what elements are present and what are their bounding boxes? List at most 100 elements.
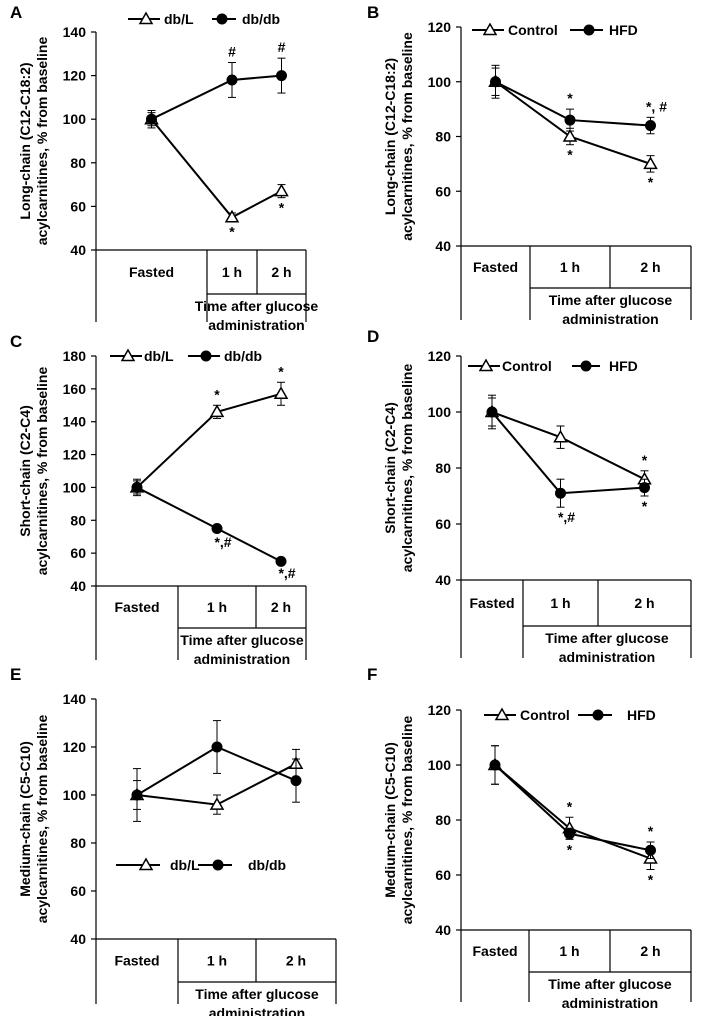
panel-letter: B xyxy=(367,3,379,22)
y-tick-label: 80 xyxy=(70,512,86,528)
y-axis-title-line: acylcarnitines, % from baseline xyxy=(34,367,50,576)
data-point-circle xyxy=(564,828,575,840)
x-axis-title-line: administration xyxy=(562,995,658,1011)
y-axis-title-line: acylcarnitines, % from baseline xyxy=(34,37,50,246)
significance-marker: *,# xyxy=(558,509,575,525)
x-axis-title: Time after glucose administration xyxy=(195,298,319,333)
category-label: Fasted xyxy=(469,595,514,611)
data-point-circle xyxy=(290,775,302,787)
x-axis-title: Time after glucose administration xyxy=(195,986,319,1016)
category-label: 2 h xyxy=(271,599,291,615)
y-axis-title-line: acylcarnitines, % from baseline xyxy=(399,716,415,925)
y-tick-label: 140 xyxy=(63,691,87,707)
series-line-circle xyxy=(136,486,282,563)
x-axis-title-line: Time after glucose xyxy=(549,292,673,308)
legend-circle-icon xyxy=(216,13,228,25)
data-point-circle xyxy=(211,741,223,753)
data-point-circle xyxy=(645,120,656,132)
significance-marker: *,# xyxy=(214,534,231,550)
x-axis-title-line: administration xyxy=(209,1005,305,1016)
category-label: 1 h xyxy=(550,595,570,611)
y-tick-label: 120 xyxy=(428,19,452,35)
legend-label: db/db xyxy=(224,348,262,364)
legend-label: HFD xyxy=(609,358,638,374)
data-point-circle xyxy=(276,70,287,82)
data-point-triangle xyxy=(553,429,568,443)
x-axis-title-line: administration xyxy=(194,651,290,667)
legend-label: Control xyxy=(520,707,570,723)
series-line-triangle xyxy=(494,764,651,860)
category-label: 1 h xyxy=(207,599,227,615)
x-axis-title: Time after glucose administration xyxy=(545,630,669,665)
y-tick-label: 40 xyxy=(435,922,451,938)
y-tick-label: 120 xyxy=(63,739,87,755)
category-label: 1 h xyxy=(222,264,242,280)
panel-letter: C xyxy=(10,332,22,351)
y-axis-title-line: Medium-chain (C5-C10) xyxy=(17,741,33,897)
data-point-triangle xyxy=(562,128,578,142)
category-label: Fasted xyxy=(473,259,518,275)
category-label: 1 h xyxy=(207,953,227,969)
legend-label: Control xyxy=(502,358,552,374)
significance-marker: * xyxy=(278,363,284,379)
y-axis-title: Long-chain (C12-C18:2)acylcarnitines, % … xyxy=(382,32,415,241)
series-line-triangle xyxy=(136,392,282,489)
significance-marker: * xyxy=(567,841,573,857)
panel-letter: F xyxy=(367,665,377,684)
x-axis-title-line: administration xyxy=(208,317,304,333)
significance-marker: * xyxy=(648,174,654,190)
x-axis-title-line: Time after glucose xyxy=(548,976,672,992)
y-tick-label: 40 xyxy=(70,931,86,947)
y-axis-title: Short-chain (C2-C4)acylcarnitines, % fro… xyxy=(382,364,415,573)
significance-marker: * xyxy=(214,386,220,402)
category-label: 2 h xyxy=(271,264,291,280)
category-label: Fasted xyxy=(114,953,159,969)
y-tick-label: 180 xyxy=(63,348,87,364)
y-tick-label: 60 xyxy=(435,516,451,532)
y-axis-title: Short-chain (C2-C4)acylcarnitines, % fro… xyxy=(17,367,50,576)
legend-label: db/db xyxy=(242,11,280,27)
data-point-triangle xyxy=(273,386,289,400)
y-tick-label: 60 xyxy=(70,198,86,214)
data-point-circle xyxy=(146,113,157,125)
y-tick-label: 100 xyxy=(428,757,452,773)
legend-triangle-icon xyxy=(478,358,494,372)
y-tick-label: 100 xyxy=(428,404,452,420)
category-label: Fasted xyxy=(472,943,517,959)
legend-label: HFD xyxy=(627,707,656,723)
data-point-circle xyxy=(645,844,656,856)
y-axis-title-line: Long-chain (C12-C18:2) xyxy=(17,62,33,219)
x-axis-title-line: Time after glucose xyxy=(180,632,304,648)
x-axis-title: Time after glucose administration xyxy=(548,976,672,1011)
data-point-circle xyxy=(226,74,238,86)
category-label: Fasted xyxy=(129,264,174,280)
y-axis-title-line: Long-chain (C12-C18:2) xyxy=(382,58,398,215)
legend-label: db/L xyxy=(144,348,174,364)
significance-marker: * xyxy=(229,224,235,240)
y-tick-label: 100 xyxy=(63,479,87,495)
y-tick-label: 120 xyxy=(63,68,87,84)
legend-label: db/L xyxy=(164,11,194,27)
category-label: 2 h xyxy=(634,595,654,611)
significance-marker: * xyxy=(642,452,648,468)
legend-circle-icon xyxy=(583,24,595,36)
data-point-triangle xyxy=(209,404,225,418)
data-point-triangle xyxy=(274,183,289,197)
series-line-triangle xyxy=(150,118,282,219)
data-point-circle xyxy=(275,555,287,567)
category-label: 2 h xyxy=(640,943,660,959)
significance-marker: * xyxy=(567,147,573,163)
significance-marker: * xyxy=(648,872,654,888)
data-point-circle xyxy=(555,487,566,499)
data-point-circle xyxy=(131,481,143,493)
y-tick-label: 60 xyxy=(70,883,86,899)
category-label: 2 h xyxy=(640,259,660,275)
legend-triangle-icon xyxy=(494,707,510,721)
legend-triangle-icon xyxy=(138,857,154,871)
legend-label: Control xyxy=(508,22,558,38)
y-tick-label: 80 xyxy=(435,812,451,828)
y-tick-label: 120 xyxy=(63,447,87,463)
x-axis-title: Time after glucose administration xyxy=(549,292,673,327)
y-tick-label: 120 xyxy=(428,348,452,364)
